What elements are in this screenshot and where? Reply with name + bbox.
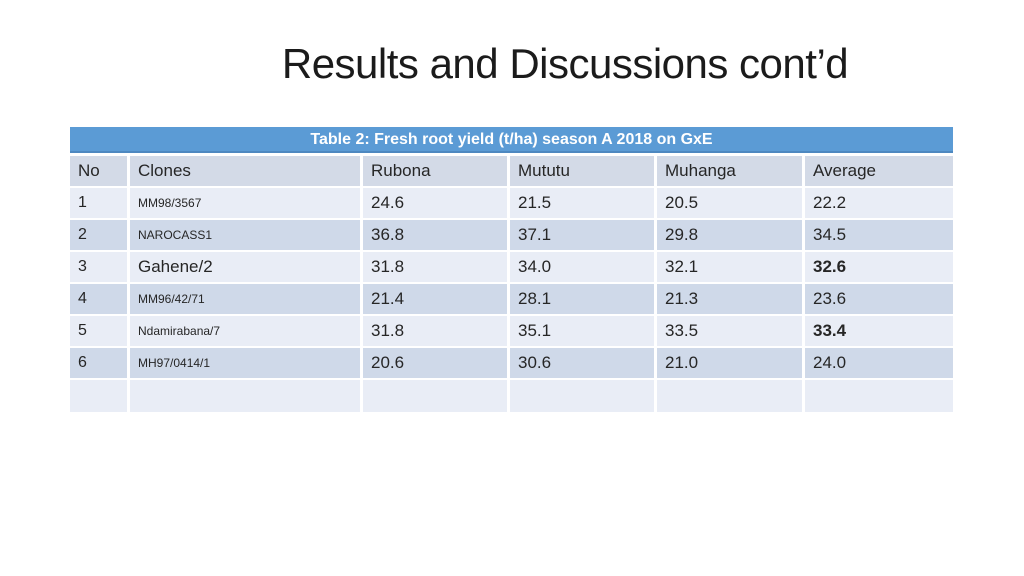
row-number: 3 — [70, 252, 130, 284]
rubona-value: 20.6 — [363, 348, 510, 380]
empty-cell — [363, 380, 510, 412]
average-value: 23.6 — [805, 284, 953, 316]
muhanga-value: 20.5 — [657, 188, 805, 220]
col-header-muhanga: Muhanga — [657, 156, 805, 188]
empty-cell — [657, 380, 805, 412]
slide-title: Results and Discussions cont’d — [281, 40, 849, 87]
col-header-no: No — [70, 156, 130, 188]
average-value: 22.2 — [805, 188, 953, 220]
table-row: 1 MM98/3567 24.6 21.5 20.5 22.2 — [70, 188, 953, 220]
table-row: 2 NAROCASS1 36.8 37.1 29.8 34.5 — [70, 220, 953, 252]
empty-cell — [130, 380, 363, 412]
clone-name: Gahene/2 — [130, 252, 363, 284]
mututu-value: 28.1 — [510, 284, 657, 316]
col-header-average: Average — [805, 156, 953, 188]
empty-cell — [510, 380, 657, 412]
empty-cell — [70, 380, 130, 412]
clone-name: MM98/3567 — [130, 188, 363, 220]
mututu-value: 37.1 — [510, 220, 657, 252]
col-header-clones: Clones — [130, 156, 363, 188]
average-value: 24.0 — [805, 348, 953, 380]
fresh-root-yield-table: Table 2: Fresh root yield (t/ha) season … — [70, 127, 953, 412]
row-number: 2 — [70, 220, 130, 252]
average-value: 33.4 — [805, 316, 953, 348]
table-caption-row: Table 2: Fresh root yield (t/ha) season … — [70, 127, 953, 156]
average-value: 32.6 — [805, 252, 953, 284]
rubona-value: 31.8 — [363, 316, 510, 348]
row-number: 1 — [70, 188, 130, 220]
table-caption: Table 2: Fresh root yield (t/ha) season … — [70, 127, 953, 156]
muhanga-value: 21.3 — [657, 284, 805, 316]
row-number: 5 — [70, 316, 130, 348]
table-header-row: No Clones Rubona Mututu Muhanga Average — [70, 156, 953, 188]
muhanga-value: 32.1 — [657, 252, 805, 284]
col-header-rubona: Rubona — [363, 156, 510, 188]
average-value: 34.5 — [805, 220, 953, 252]
row-number: 4 — [70, 284, 130, 316]
clone-name: MM96/42/71 — [130, 284, 363, 316]
mututu-value: 30.6 — [510, 348, 657, 380]
table-row: 5 Ndamirabana/7 31.8 35.1 33.5 33.4 — [70, 316, 953, 348]
row-number: 6 — [70, 348, 130, 380]
clone-name: NAROCASS1 — [130, 220, 363, 252]
muhanga-value: 21.0 — [657, 348, 805, 380]
rubona-value: 21.4 — [363, 284, 510, 316]
table-row: 3 Gahene/2 31.8 34.0 32.1 32.6 — [70, 252, 953, 284]
empty-table-row — [70, 380, 953, 412]
col-header-mututu: Mututu — [510, 156, 657, 188]
clone-name: MH97/0414/1 — [130, 348, 363, 380]
empty-cell — [805, 380, 953, 412]
rubona-value: 36.8 — [363, 220, 510, 252]
muhanga-value: 29.8 — [657, 220, 805, 252]
table-row: 6 MH97/0414/1 20.6 30.6 21.0 24.0 — [70, 348, 953, 380]
rubona-value: 31.8 — [363, 252, 510, 284]
mututu-value: 35.1 — [510, 316, 657, 348]
mututu-value: 21.5 — [510, 188, 657, 220]
rubona-value: 24.6 — [363, 188, 510, 220]
clone-name: Ndamirabana/7 — [130, 316, 363, 348]
table-row: 4 MM96/42/71 21.4 28.1 21.3 23.6 — [70, 284, 953, 316]
muhanga-value: 33.5 — [657, 316, 805, 348]
mututu-value: 34.0 — [510, 252, 657, 284]
